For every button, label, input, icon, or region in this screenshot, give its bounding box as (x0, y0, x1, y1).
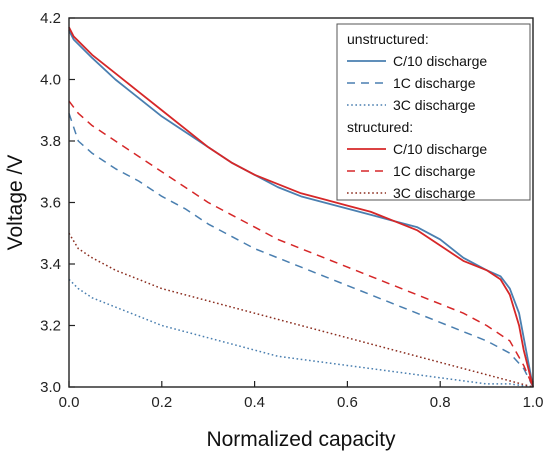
ticks-layer: 0.0 0.2 0.4 0.6 0.8 1.0 3.0 3.2 3.4 3.6 3.8 4.0 4.2 (40, 10, 543, 411)
legend-entry-label: C/10 discharge (393, 141, 487, 157)
series-line-structured-c-10-discharge (68, 26, 534, 388)
legend-box (336, 23, 531, 201)
x-tick-label: 0.4 (244, 394, 265, 411)
y-tick-label: 3.6 (40, 195, 61, 212)
legend: unstructured: C/10 discharge 1C discharge 3… (336, 23, 531, 201)
legend-group-title: structured: (347, 119, 413, 135)
x-tick-label: 0.8 (430, 394, 451, 411)
y-tick-label: 3.2 (40, 318, 61, 335)
y-tick-label: 3.8 (40, 133, 61, 150)
y-tick-label: 3.4 (40, 256, 61, 273)
y-axis-title: Voltage /V (4, 155, 27, 251)
x-axis-title: Normalized capacity (206, 428, 396, 451)
x-tick-label: 0.2 (151, 394, 172, 411)
y-tick-label: 4.0 (40, 72, 61, 89)
legend-group-title: unstructured: (347, 31, 429, 47)
x-tick-label: 1.0 (523, 394, 544, 411)
x-tick-label: 0.6 (337, 394, 358, 411)
legend-entry-label: 3C discharge (393, 185, 476, 201)
x-tick-label: 0.0 (59, 394, 80, 411)
legend-entry-label: 3C discharge (393, 97, 476, 113)
series-line-unstructured-c-10-discharge (68, 29, 534, 388)
y-tick-label: 4.2 (40, 10, 61, 27)
legend-entry-label: 1C discharge (393, 163, 476, 179)
series-layer (68, 26, 534, 388)
legend-entry-label: C/10 discharge (393, 53, 487, 69)
legend-entry-label: 1C discharge (393, 75, 476, 91)
series-line-unstructured-1c-discharge (68, 113, 534, 388)
series-line-unstructured-3c-discharge (68, 278, 534, 388)
y-tick-label: 3.0 (40, 379, 61, 396)
